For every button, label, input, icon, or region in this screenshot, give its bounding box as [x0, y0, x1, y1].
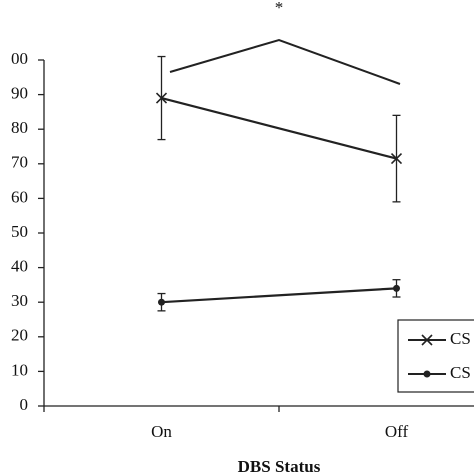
- legend-label: CS: [450, 329, 471, 348]
- legend-box: [397, 319, 474, 393]
- marker-stroke: [155, 92, 168, 104]
- series-line: [161, 287, 397, 304]
- x-tick-label: On: [151, 422, 172, 441]
- y-tick-label: 90: [11, 84, 28, 103]
- marker: [155, 92, 168, 104]
- marker: [423, 370, 431, 378]
- marker: [158, 298, 165, 306]
- x-tick-label: Off: [385, 422, 409, 441]
- y-tick-label: 00: [11, 49, 28, 68]
- legend-label: CS: [450, 363, 471, 382]
- y-tick-label: 40: [11, 257, 28, 276]
- y-tick-label: 10: [11, 360, 28, 379]
- y-tick-label: 50: [11, 222, 28, 241]
- marker-stroke: [390, 153, 403, 165]
- y-tick-label: 20: [11, 326, 28, 345]
- marker: [393, 284, 400, 292]
- y-tick-label: 70: [11, 153, 28, 172]
- significance-mark: *: [275, 0, 284, 17]
- significance-bracket: [169, 38, 401, 85]
- series-line: [161, 96, 397, 160]
- marker-stroke: [421, 334, 433, 346]
- x-axis-label: DBS Status: [238, 457, 321, 474]
- marker: [390, 153, 403, 165]
- y-tick-label: 0: [20, 395, 29, 414]
- y-tick-label: 60: [11, 187, 28, 206]
- y-tick-label: 80: [11, 118, 28, 137]
- marker: [421, 334, 433, 346]
- y-tick-label: 30: [11, 291, 28, 310]
